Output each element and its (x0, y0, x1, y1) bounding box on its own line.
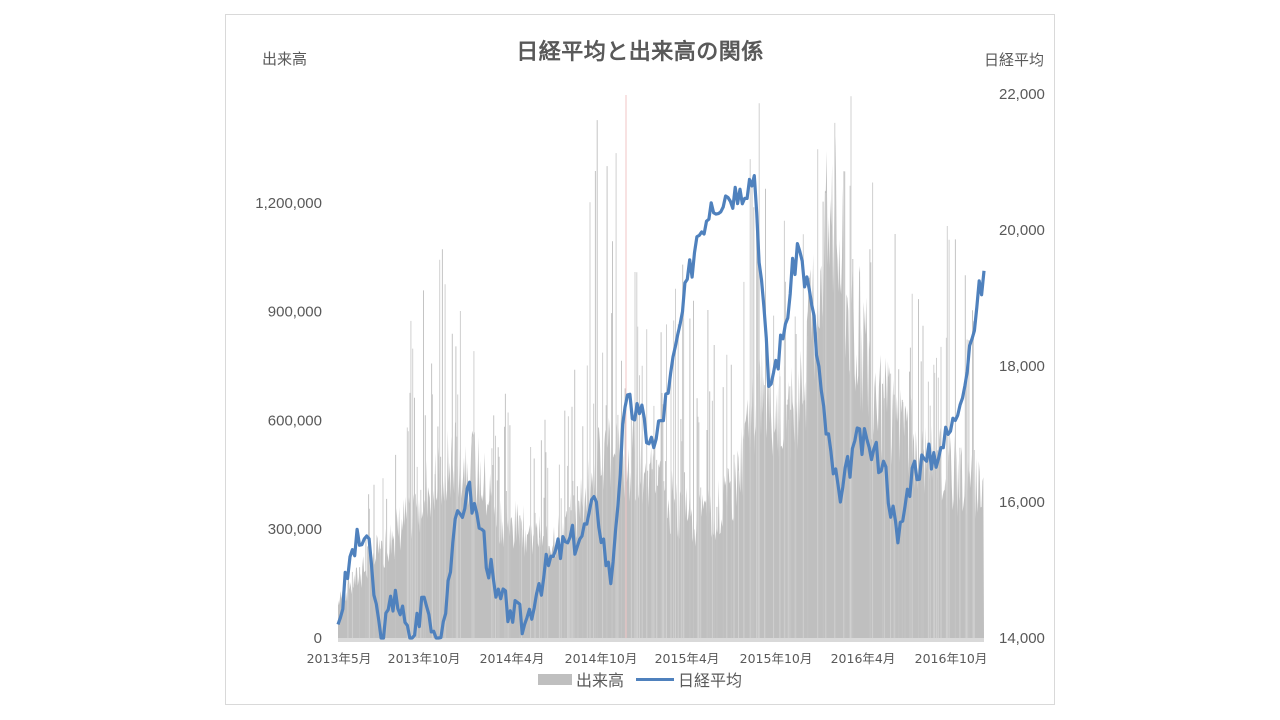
left-axis-title: 出来高 (262, 50, 308, 68)
left-tick-label: 1,200,000 (255, 195, 322, 212)
x-tick-label: 2016年4月 (831, 651, 896, 666)
right-tick-label: 22,000 (999, 86, 1045, 103)
legend-item-nikkei[interactable]: 日経平均 (636, 667, 742, 691)
right-tick-label: 14,000 (999, 630, 1045, 647)
volume-swatch-icon (537, 673, 572, 685)
nikkei-line-series (336, 174, 986, 640)
legend: 出来高 日経平均 (226, 667, 1054, 691)
legend-item-volume[interactable]: 出来高 (537, 667, 624, 691)
left-tick-label: 900,000 (268, 304, 322, 321)
x-tick-label: 2013年5月 (307, 651, 372, 666)
volume-area-series (338, 96, 984, 638)
chart-frame: 日経平均と出来高の関係 出来高 日経平均 0 300,000 600,000 900,… (225, 14, 1055, 705)
left-tick-label: 0 (314, 630, 322, 647)
plot-svg: 0 300,000 600,000 900,000 1,200,000 14,000 16… (255, 86, 1045, 666)
x-tick-label: 2014年10月 (565, 651, 638, 666)
right-tick-label: 16,000 (999, 494, 1045, 511)
chart-title: 日経平均と出来高の関係 (516, 40, 764, 65)
x-tick-label: 2016年10月 (915, 651, 988, 666)
x-tick-label: 2013年10月 (388, 651, 461, 666)
right-tick-label: 20,000 (999, 222, 1045, 239)
right-axis-title: 日経平均 (983, 51, 1044, 69)
left-axis-ticks: 0 300,000 600,000 900,000 1,200,000 (255, 195, 322, 647)
right-axis-ticks: 14,000 16,000 18,000 20,000 22,000 (999, 86, 1045, 647)
legend-label-nikkei: 日経平均 (678, 671, 743, 690)
right-tick-label: 18,000 (999, 358, 1045, 375)
x-tick-label: 2015年10月 (740, 651, 813, 666)
left-tick-label: 300,000 (268, 521, 322, 538)
nikkei-swatch-icon (636, 677, 674, 681)
legend-label-volume: 出来高 (575, 671, 624, 690)
x-tick-label: 2015年4月 (655, 651, 720, 666)
x-axis-ticks: 2013年5月 2013年10月 2014年4月 2014年10月 2015年4月 201… (307, 651, 988, 666)
x-axis-band (338, 638, 984, 642)
x-tick-label: 2014年4月 (480, 651, 545, 666)
left-tick-label: 600,000 (268, 412, 322, 429)
